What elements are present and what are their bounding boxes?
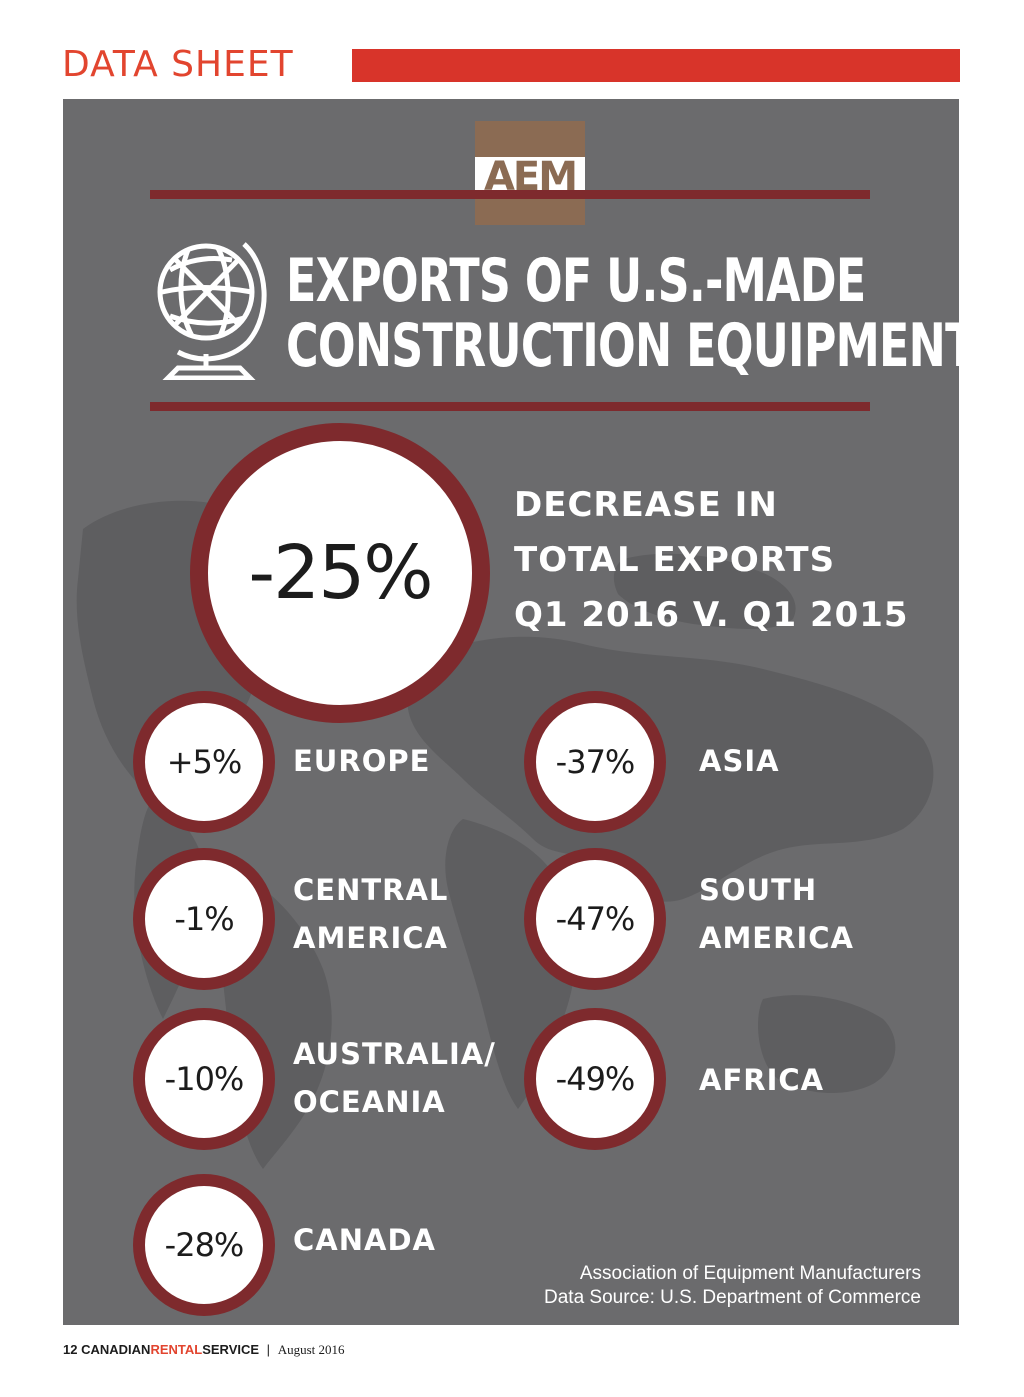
region-stat-value: -10% bbox=[164, 1060, 245, 1098]
publication-name: CANADIANRENTALSERVICE bbox=[81, 1342, 259, 1357]
region-label-line: AMERICA bbox=[293, 921, 448, 955]
title-rule-top bbox=[150, 190, 870, 199]
region-stat-circle-south-america: -47% bbox=[524, 848, 666, 990]
region-label-africa: AFRICA bbox=[699, 1056, 824, 1104]
region-label-australia-oceania: AUSTRALIA/ OCEANIA bbox=[293, 1030, 496, 1126]
region-label-line: ASIA bbox=[699, 744, 780, 778]
infographic-title-line-2: CONSTRUCTION EQUIPMENT bbox=[286, 311, 959, 381]
page-footer: 12 CANADIANRENTALSERVICE | August 2016 bbox=[63, 1342, 345, 1358]
region-label-line: OCEANIA bbox=[293, 1085, 446, 1119]
region-label-line: EUROPE bbox=[293, 744, 431, 778]
source-line-2: Data Source: U.S. Department of Commerce bbox=[544, 1287, 921, 1308]
headline-stat-label-line: DECREASE IN bbox=[514, 485, 778, 525]
region-label-line: AFRICA bbox=[699, 1063, 825, 1097]
data-sheet-header-label: DATA SHEET bbox=[62, 44, 294, 85]
source-line-1: Association of Equipment Manufacturers bbox=[579, 1263, 921, 1284]
headline-stat-circle: -25% bbox=[190, 423, 490, 723]
region-stat-circle-australia-oceania: -10% bbox=[133, 1008, 275, 1150]
footer-separator: | bbox=[266, 1342, 271, 1357]
header-accent-bar bbox=[352, 49, 960, 82]
region-stat-value: -28% bbox=[164, 1226, 245, 1264]
region-stat-circle-central-america: -1% bbox=[133, 848, 275, 990]
publication-name-part: RENTAL bbox=[150, 1342, 203, 1357]
infographic-title-line-1: EXPORTS OF U.S.-MADE bbox=[286, 246, 866, 316]
region-label-line: SOUTH bbox=[699, 873, 818, 907]
region-stat-circle-asia: -37% bbox=[524, 691, 666, 833]
region-label-canada: CANADA bbox=[293, 1216, 436, 1264]
headline-stat-label: DECREASE IN TOTAL EXPORTS Q1 2016 V. Q1 … bbox=[514, 478, 909, 643]
headline-stat-label-line: TOTAL EXPORTS bbox=[514, 540, 836, 580]
region-stat-value: -37% bbox=[555, 743, 636, 781]
page-number: 12 bbox=[63, 1342, 78, 1357]
headline-stat-value: -25% bbox=[248, 530, 433, 616]
region-label-central-america: CENTRAL AMERICA bbox=[293, 866, 448, 962]
infographic-panel: AEM EXPORTS OF U.S.-MADE CONSTRUCTION EQ… bbox=[63, 99, 959, 1325]
headline-stat-label-line: Q1 2016 V. Q1 2015 bbox=[514, 595, 909, 635]
region-label-europe: EUROPE bbox=[293, 737, 430, 785]
region-label-line: AMERICA bbox=[699, 921, 854, 955]
region-label-line: CANADA bbox=[293, 1223, 436, 1257]
region-stat-value: +5% bbox=[166, 743, 243, 781]
region-stat-value: -1% bbox=[174, 900, 234, 938]
region-stat-circle-europe: +5% bbox=[133, 691, 275, 833]
aem-logo: AEM bbox=[475, 121, 585, 225]
region-label-line: AUSTRALIA/ bbox=[293, 1037, 496, 1071]
region-stat-value: -49% bbox=[555, 1060, 636, 1098]
issue-date: August 2016 bbox=[277, 1342, 345, 1357]
region-label-asia: ASIA bbox=[699, 737, 780, 785]
region-stat-circle-africa: -49% bbox=[524, 1008, 666, 1150]
region-stat-circle-canada: -28% bbox=[133, 1174, 275, 1316]
publication-name-part: SERVICE bbox=[202, 1342, 260, 1357]
globe-icon bbox=[157, 242, 267, 380]
publication-name-part: CANADIAN bbox=[81, 1342, 151, 1357]
region-stat-value: -47% bbox=[555, 900, 636, 938]
region-label-line: CENTRAL bbox=[293, 873, 449, 907]
title-rule-bottom bbox=[150, 402, 870, 411]
source-credit: Association of Equipment Manufacturers D… bbox=[544, 1262, 921, 1310]
region-label-south-america: SOUTH AMERICA bbox=[699, 866, 854, 962]
